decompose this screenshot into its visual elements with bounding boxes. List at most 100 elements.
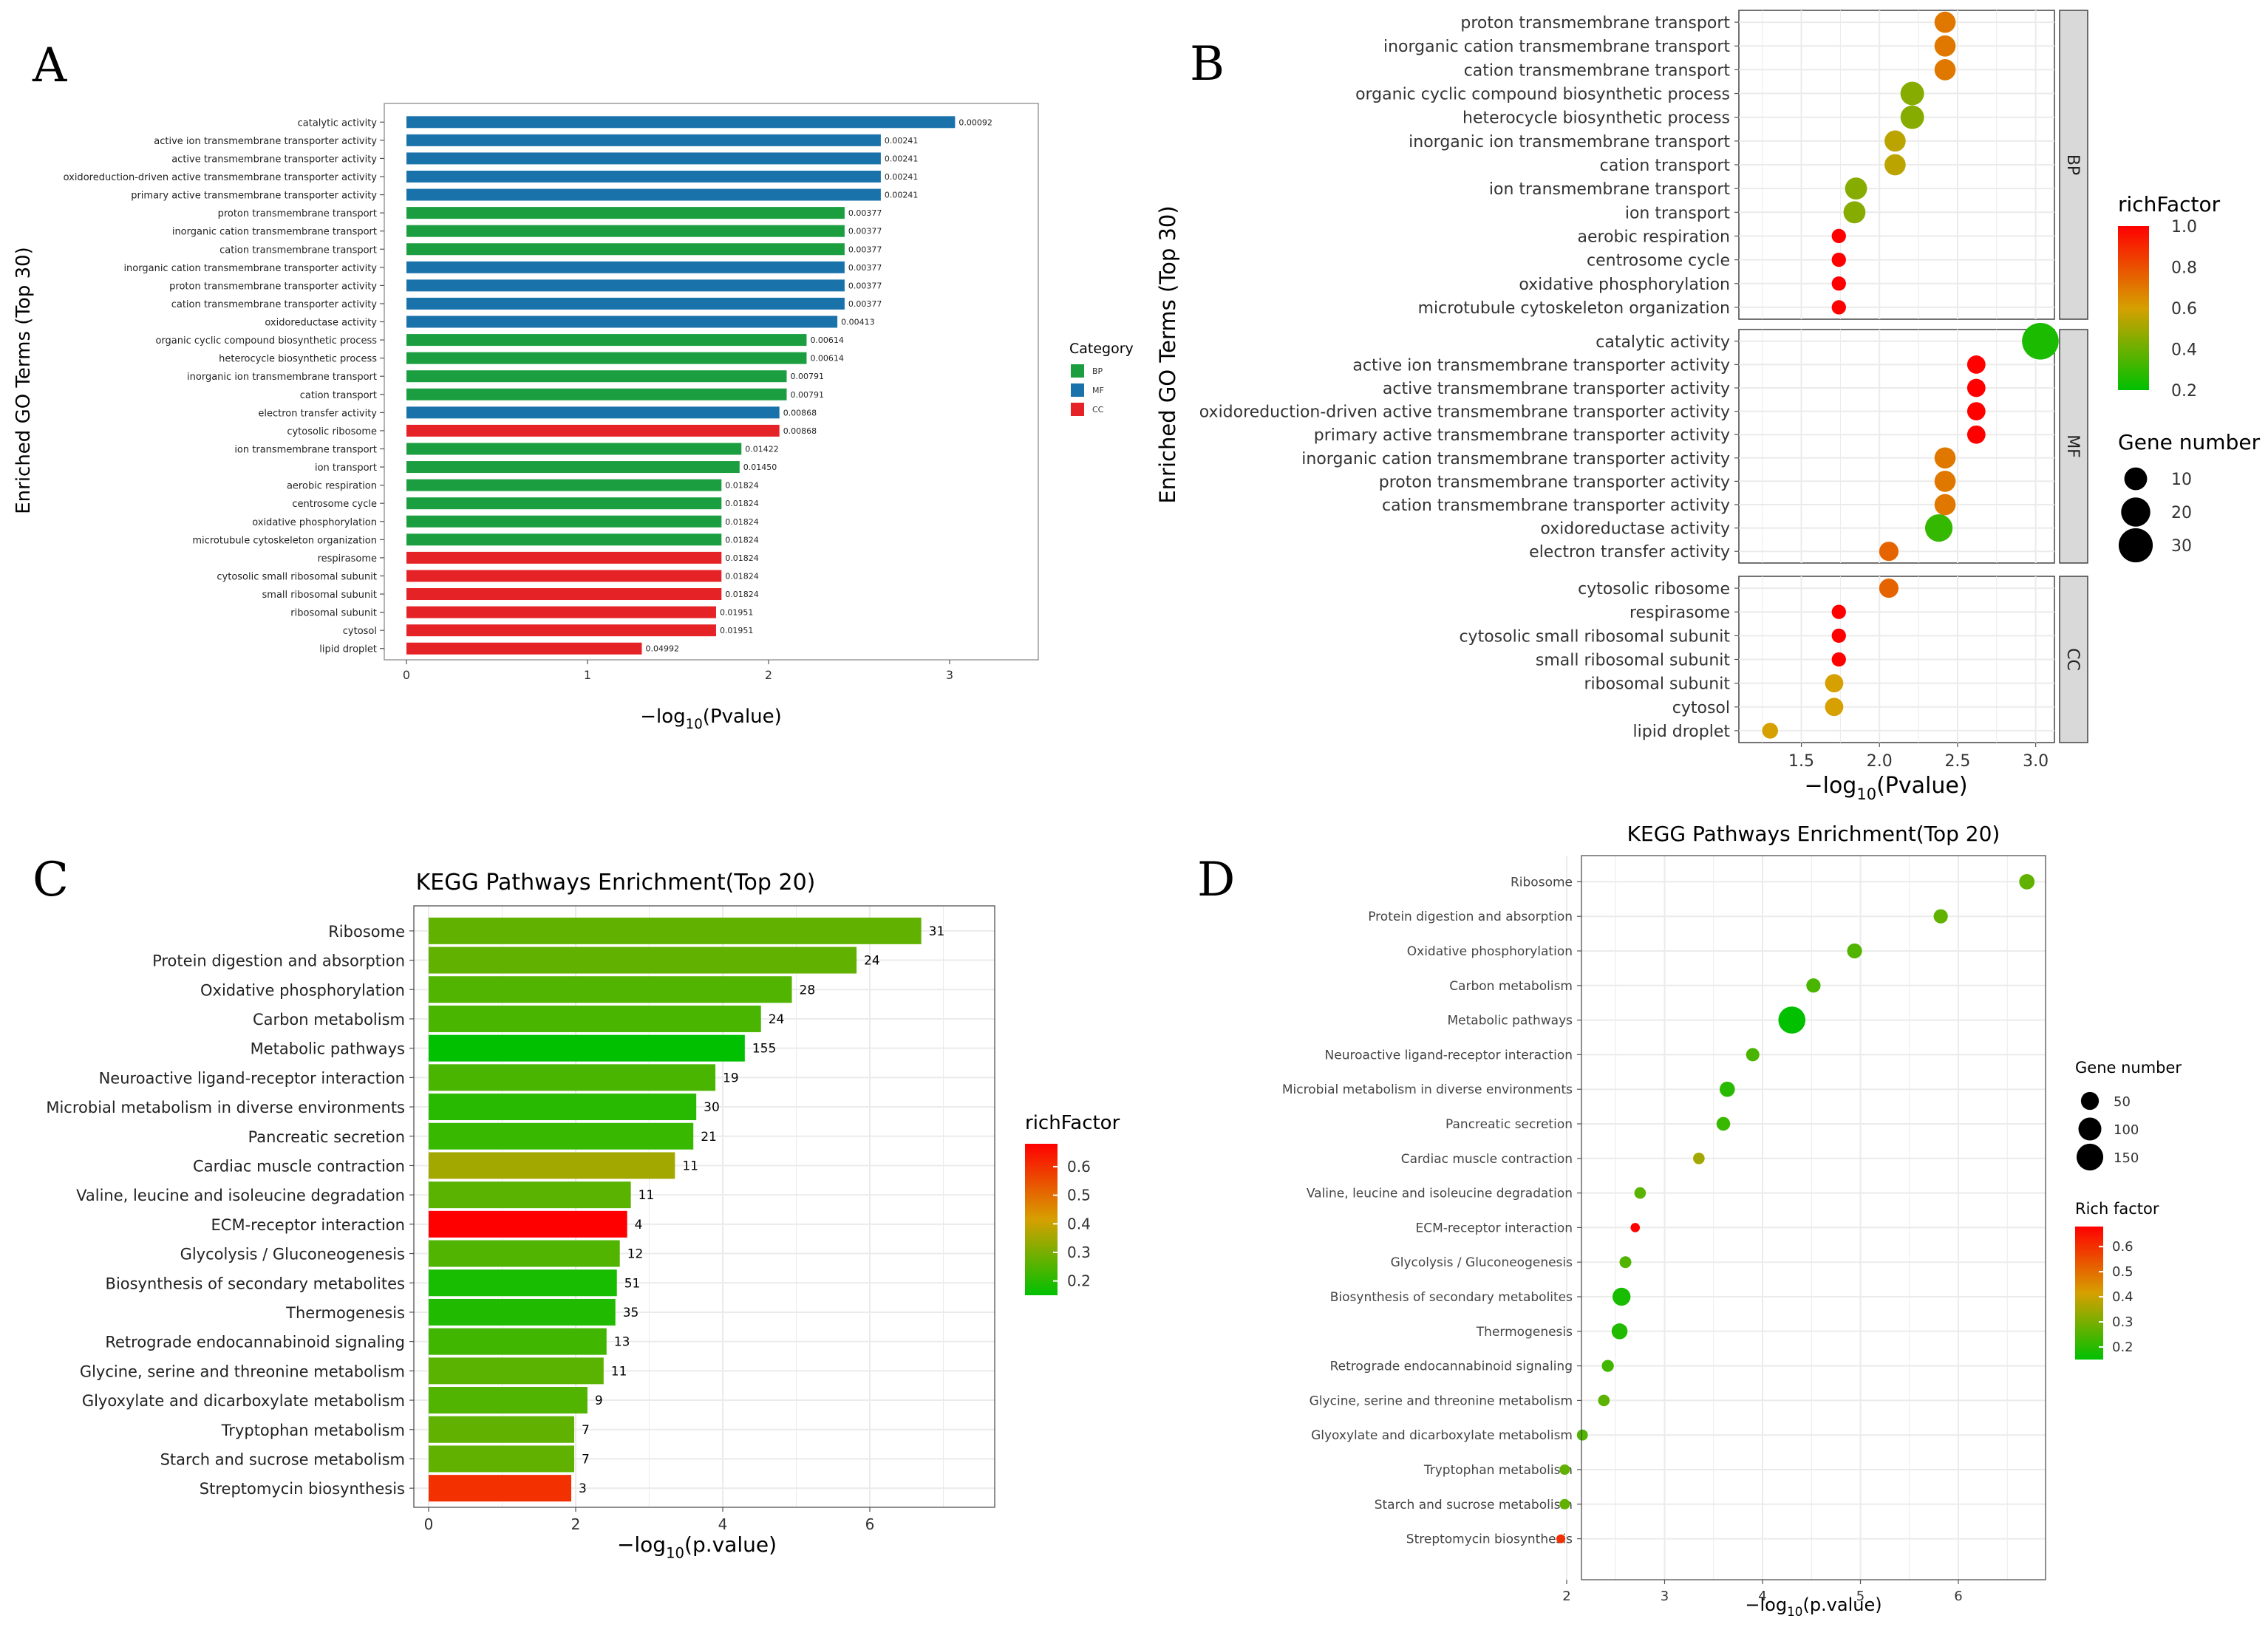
- panel-b-size-label-2: 30: [2171, 537, 2192, 556]
- panel-a-y-axis-title: Enriched GO Terms (Top 30): [13, 247, 35, 514]
- panel-a-term-catalytic-activity: catalytic activity: [298, 117, 378, 129]
- panel-b-term-mf-active-ion-transmembrane-transporter-activity: active ion transmembrane transporter act…: [1352, 356, 1730, 375]
- panel-b-xtick-label-1: 2.0: [1867, 752, 1893, 771]
- panel-d-term-pancreatic-secretion: Pancreatic secretion: [1445, 1117, 1573, 1132]
- panel-c-term-thermogenesis: Thermogenesis: [285, 1304, 405, 1322]
- panel-d-term-thermogenesis: Thermogenesis: [1476, 1325, 1573, 1340]
- panel-b-term-mf-inorganic-cation-transmembrane-transporter-activity: inorganic cation transmembrane transport…: [1301, 450, 1730, 468]
- panel-c-bar-glycolysis-gluconeogenesis: [429, 1240, 620, 1267]
- panel-c-colorbar-label-3: 0.3: [1067, 1244, 1091, 1261]
- panel-b-point-mf-inorganic-cation-transmembrane-transporter-activity: [1934, 447, 1956, 469]
- panel-a-bar-catalytic-activity: [406, 116, 956, 129]
- panel-d-point-cardiac-muscle-contraction: [1693, 1152, 1705, 1164]
- panel-c-gene-count-protein-digestion-and-absorption: 24: [864, 954, 880, 969]
- panel-a-bar-heterocycle-biosynthetic-process: [406, 352, 807, 364]
- panel-d-kegg-dot-plot: Ribosome Protein digestion and absorption…: [1282, 822, 2182, 1619]
- panel-a-pvalue-active-ion-transmembrane-transporter-activity: 0.00241: [885, 136, 919, 146]
- panel-b-point-cc-ribosomal-subunit: [1825, 674, 1844, 693]
- panel-a-pvalue-cytosolic-small-ribosomal-subunit: 0.01824: [725, 571, 759, 581]
- panel-a-pvalue-microtubule-cytoskeleton-organization: 0.01824: [725, 535, 759, 545]
- panel-a-bar-electron-transfer-activity: [406, 406, 780, 419]
- panel-a-bar-ion-transmembrane-transport: [406, 443, 742, 455]
- panel-b-term-mf-active-transmembrane-transporter-activity: active transmembrane transporter activit…: [1383, 380, 1730, 398]
- panel-a-bar-cation-transmembrane-transport: [406, 243, 845, 256]
- panel-d-plot-frame: [1581, 855, 2046, 1580]
- panel-a-pvalue-cation-transport: 0.00791: [791, 390, 825, 400]
- panel-d-point-protein-digestion-and-absorption: [1933, 909, 1948, 924]
- panel-a-term-ion-transport: ion transport: [315, 463, 377, 474]
- panel-a-pvalue-oxidoreduction-driven-active-transmembrane-transporter-activity: 0.00241: [885, 172, 919, 182]
- panel-c-bar-retrograde-endocannabinoid-signaling: [429, 1328, 607, 1355]
- panel-c-bar-starch-and-sucrose-metabolism: [429, 1445, 575, 1473]
- panel-a-pvalue-inorganic-cation-transmembrane-transporter-activity: 0.00377: [848, 263, 882, 273]
- panel-b-point-mf-catalytic-activity: [2022, 323, 2059, 360]
- panel-c-term-protein-digestion-and-absorption: Protein digestion and absorption: [152, 952, 405, 970]
- panel-d-point-biosynthesis-of-secondary-metabolites: [1612, 1287, 1631, 1306]
- panel-b-point-mf-cation-transmembrane-transporter-activity: [1934, 494, 1956, 516]
- panel-a-bar-aerobic-respiration: [406, 479, 722, 491]
- panel-a-bar-inorganic-cation-transmembrane-transport: [406, 225, 845, 237]
- panel-c-bar-tryptophan-metabolism: [429, 1416, 575, 1443]
- panel-c-gene-count-retrograde-endocannabinoid-signaling: 13: [614, 1335, 630, 1350]
- panel-d-term-glycolysis-gluconeogenesis: Glycolysis / Gluconeogenesis: [1391, 1255, 1573, 1270]
- panel-c-gene-count-ribosome: 31: [929, 924, 945, 939]
- panel-d-x-axis-title: −log10(p.value): [1745, 1594, 1882, 1619]
- panel-c-term-glycine-serine-and-threonine-metabolism: Glycine, serine and threonine metabolism: [80, 1362, 405, 1380]
- panel-a-pvalue-cation-transmembrane-transporter-activity: 0.00377: [848, 299, 882, 309]
- panel-b-term-bp-oxidative-phosphorylation: oxidative phosphorylation: [1519, 276, 1730, 294]
- panel-c-term-cardiac-muscle-contraction: Cardiac muscle contraction: [193, 1157, 405, 1175]
- panel-d-colorbar-label-0: 0.6: [2112, 1239, 2134, 1255]
- panel-c-colorbar-title: richFactor: [1025, 1112, 1120, 1134]
- panel-d-term-protein-digestion-and-absorption: Protein digestion and absorption: [1368, 910, 1573, 924]
- panel-a-bar-cytosol: [406, 624, 716, 637]
- panel-c-gene-count-biosynthesis-of-secondary-metabolites: 51: [624, 1276, 641, 1291]
- panel-d-colorbar-label-3: 0.3: [2112, 1314, 2134, 1330]
- panel-b-point-bp-cation-transmembrane-transport: [1934, 59, 1956, 81]
- panel-c-bar-ribosome: [429, 917, 922, 944]
- panel-c-colorbar-label-1: 0.5: [1067, 1187, 1091, 1204]
- panel-d-point-tryptophan-metabolism: [1559, 1464, 1570, 1476]
- panel-c-term-carbon-metabolism: Carbon metabolism: [253, 1011, 405, 1029]
- panel-letter-d: D: [1197, 853, 1235, 907]
- panel-a-bar-oxidoreduction-driven-active-transmembrane-transporter-activity: [406, 170, 881, 183]
- panel-a-term-inorganic-cation-transmembrane-transport: inorganic cation transmembrane transport: [172, 227, 377, 238]
- panel-c-gene-count-thermogenesis: 35: [623, 1306, 639, 1320]
- panel-b-term-cc-cytosolic-small-ribosomal-subunit: cytosolic small ribosomal subunit: [1459, 627, 1730, 646]
- panel-a-term-cation-transmembrane-transport: cation transmembrane transport: [219, 245, 377, 256]
- panel-c-term-oxidative-phosphorylation: Oxidative phosphorylation: [200, 981, 405, 999]
- panel-a-term-microtubule-cytoskeleton-organization: microtubule cytoskeleton organization: [192, 535, 377, 546]
- panel-b-y-axis-title: Enriched GO Terms (Top 30): [1155, 205, 1180, 503]
- panel-b-term-bp-aerobic-respiration: aerobic respiration: [1577, 228, 1730, 246]
- panel-a-bar-ribosomal-subunit: [406, 606, 716, 618]
- panel-b-size-legend-title: Gene number: [2118, 430, 2261, 454]
- panel-c-term-starch-and-sucrose-metabolism: Starch and sucrose metabolism: [160, 1450, 405, 1468]
- panel-b-term-mf-primary-active-transmembrane-transporter-activity: primary active transmembrane transporter…: [1314, 426, 1730, 445]
- panel-d-size-label-0: 50: [2114, 1094, 2131, 1110]
- panel-b-point-bp-microtubule-cytoskeleton-organization: [1831, 300, 1846, 315]
- panel-d-point-oxidative-phosphorylation: [1847, 943, 1862, 959]
- panel-c-term-neuroactive-ligand-receptor-interaction: Neuroactive ligand-receptor interaction: [99, 1069, 405, 1087]
- panel-d-xtick-label-1: 3: [1661, 1589, 1669, 1604]
- panel-d-term-starch-and-sucrose-metabolism: Starch and sucrose metabolism: [1375, 1498, 1573, 1512]
- panel-a-bar-small-ribosomal-subunit: [406, 588, 722, 601]
- panel-c-bar-oxidative-phosphorylation: [429, 976, 792, 1003]
- panel-c-gene-count-microbial-metabolism-in-diverse-environments: 30: [704, 1100, 720, 1115]
- panel-a-xtick-label-2: 2: [765, 668, 772, 682]
- panel-a-pvalue-cytosolic-ribosome: 0.00868: [783, 426, 817, 436]
- panel-b-size-key-1: [2121, 497, 2150, 527]
- panel-b-term-bp-organic-cyclic-compound-biosynthetic-process: organic cyclic compound biosynthetic pro…: [1355, 86, 1730, 104]
- panel-d-point-retrograde-endocannabinoid-signaling: [1601, 1360, 1614, 1372]
- panel-d-xtick-label-0: 2: [1562, 1589, 1570, 1604]
- panel-d-term-biosynthesis-of-secondary-metabolites: Biosynthesis of secondary metabolites: [1330, 1290, 1573, 1305]
- panel-a-legend-label-cc: CC: [1092, 405, 1104, 415]
- panel-b-colorbar: [2118, 226, 2149, 390]
- panel-c-term-pancreatic-secretion: Pancreatic secretion: [248, 1128, 405, 1146]
- panel-a-plot-frame: [384, 103, 1039, 661]
- panel-a-bar-inorganic-cation-transmembrane-transporter-activity: [406, 261, 845, 273]
- panel-a-bar-oxidoreductase-activity: [406, 315, 838, 328]
- panel-b-term-cc-ribosomal-subunit: ribosomal subunit: [1584, 675, 1730, 694]
- panel-b-point-cc-cytosolic-ribosome: [1879, 578, 1899, 598]
- panel-c-xtick-label-0: 0: [424, 1515, 434, 1533]
- panel-b-term-mf-cation-transmembrane-transporter-activity: cation transmembrane transporter activit…: [1382, 497, 1730, 515]
- panel-d-term-oxidative-phosphorylation: Oxidative phosphorylation: [1407, 944, 1573, 959]
